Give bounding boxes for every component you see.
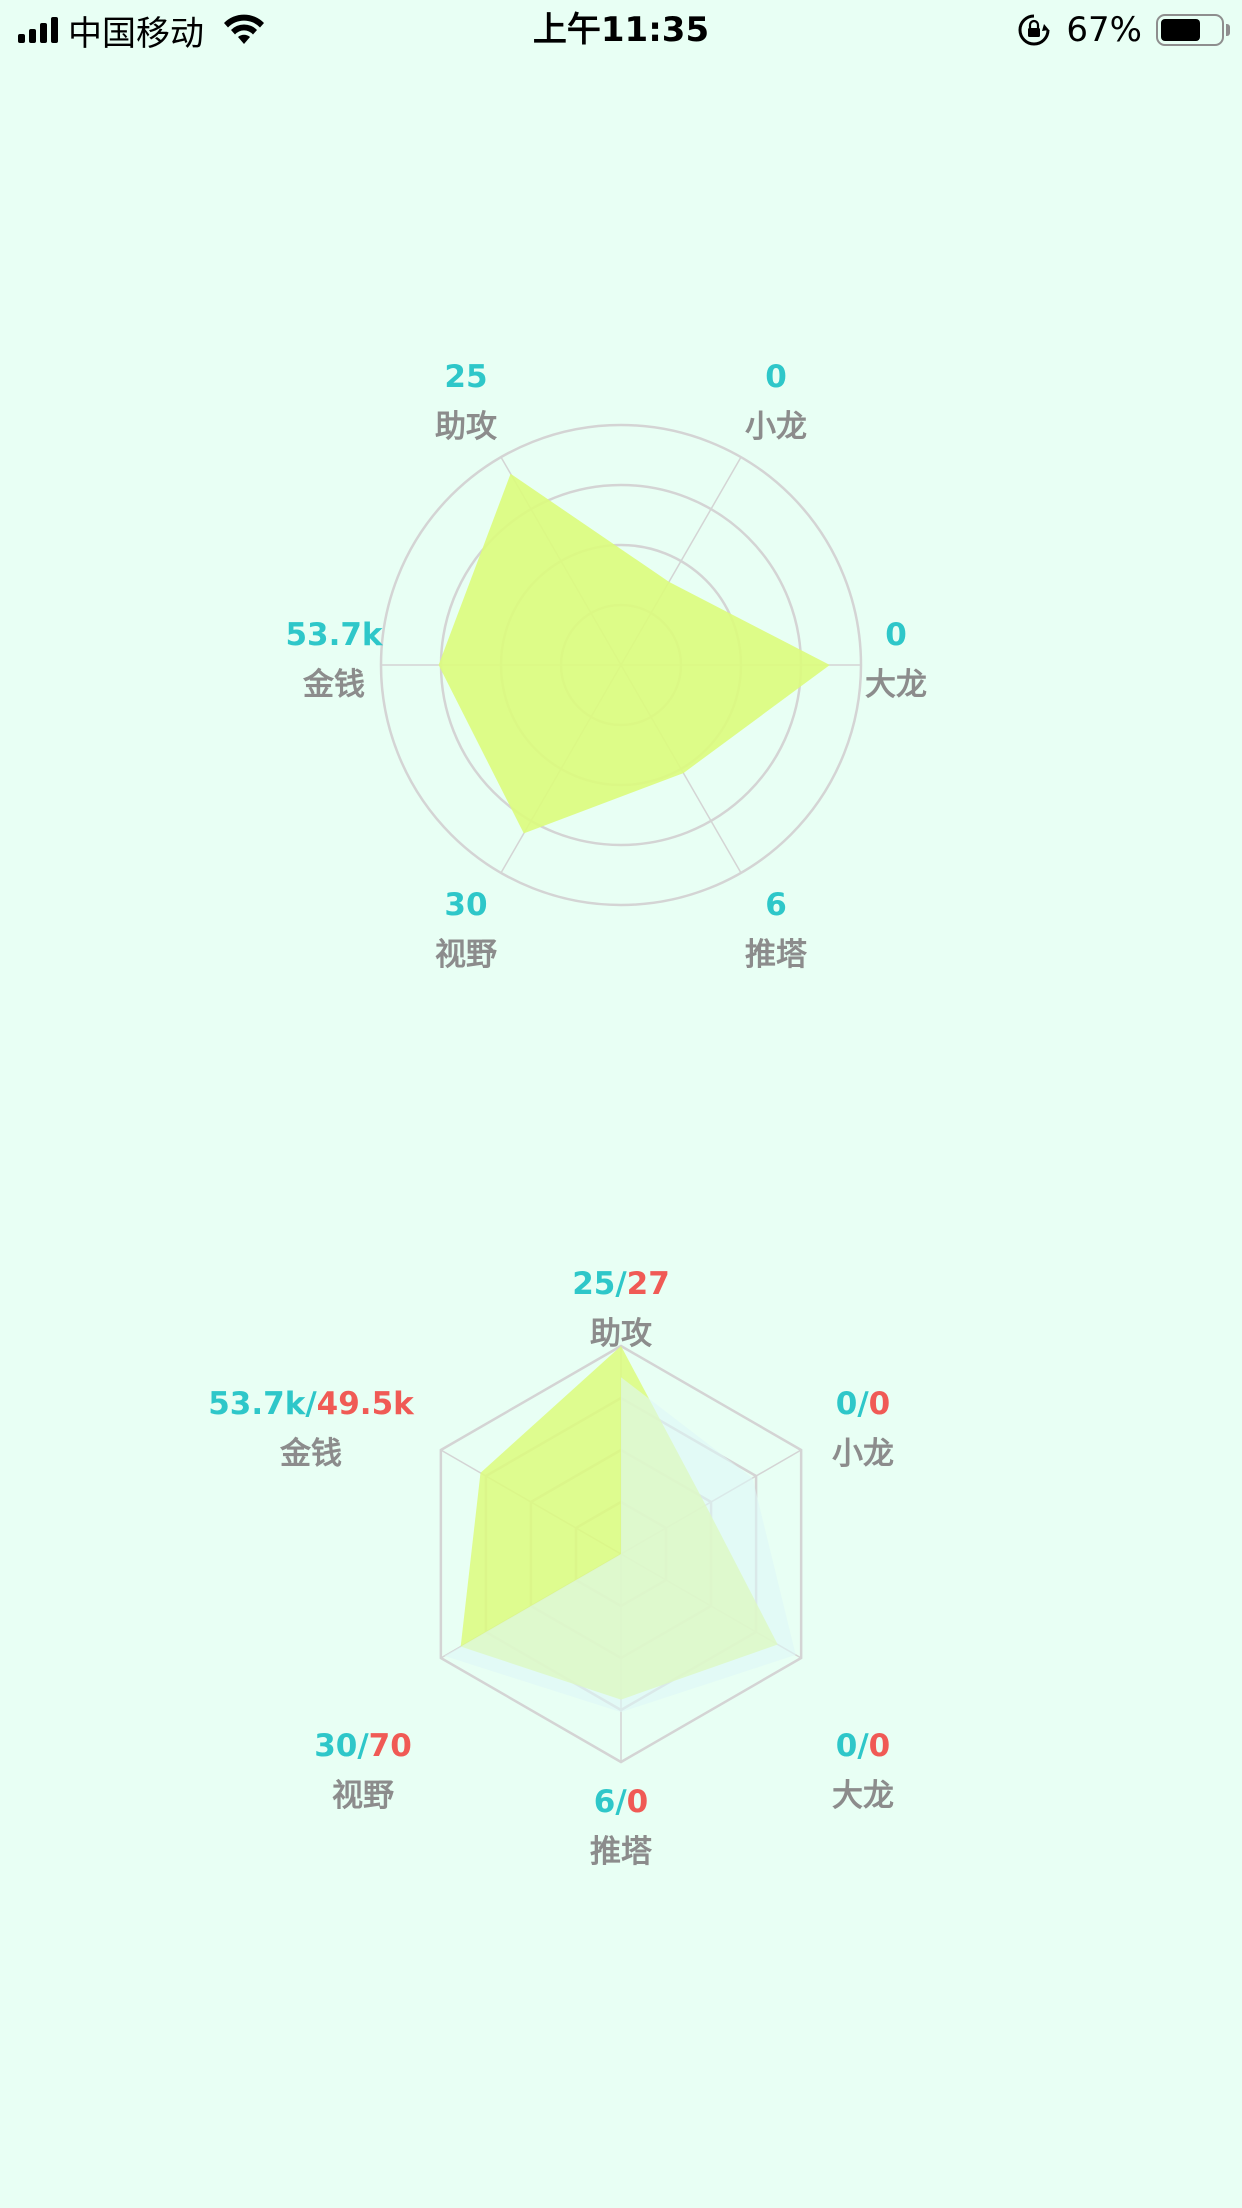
radar-chart-1-series	[438, 473, 830, 834]
value-label: 53.7k/49.5k	[208, 1386, 415, 1422]
status-right: 67%	[1016, 8, 1230, 52]
value-label-a: 53.7k	[285, 617, 383, 653]
indicator-label: 视野	[332, 1778, 394, 1814]
value-label-b: 0	[627, 1784, 649, 1820]
value-label: 25	[444, 359, 487, 395]
indicator-label: 视野	[435, 937, 497, 973]
radar-chart-1: 25 助攻 0 小龙 0 大龙 6 推塔 30 视野 53.7k 金钱	[285, 359, 927, 973]
value-separator: /	[857, 1728, 869, 1764]
value-label-b: 49.5k	[317, 1386, 415, 1422]
value-label: 25/27	[572, 1266, 670, 1302]
value-label-a: 25	[444, 359, 487, 395]
rotation-lock-icon	[1018, 14, 1050, 46]
radar-series-area-1	[438, 473, 830, 834]
value-label-b: 70	[369, 1728, 412, 1764]
indicator-label: 小龙	[745, 409, 807, 445]
signal-icon	[18, 17, 58, 43]
value-label-a: 0	[836, 1728, 858, 1764]
value-label: 53.7k	[285, 617, 383, 653]
radar-chart-1-labels: 25 助攻 0 小龙 0 大龙 6 推塔 30 视野 53.7k 金钱	[285, 359, 927, 973]
status-bar: 中国移动 上午11:35 67%	[0, 0, 1242, 62]
value-label: 0/0	[836, 1728, 890, 1764]
value-label: 6	[765, 887, 787, 923]
indicator-label: 金钱	[302, 667, 365, 703]
value-label-b: 0	[869, 1728, 891, 1764]
value-separator: /	[357, 1728, 369, 1764]
value-separator: /	[615, 1784, 627, 1820]
battery-cap	[1226, 24, 1230, 36]
indicator-label: 金钱	[279, 1436, 342, 1472]
indicator-label: 助攻	[435, 409, 498, 445]
value-label: 6/0	[594, 1784, 648, 1820]
carrier-name: 中国移动	[68, 13, 204, 54]
battery-body	[1156, 14, 1224, 46]
value-label-a: 6	[765, 887, 787, 923]
value-label: 30/70	[314, 1728, 412, 1764]
value-label: 0/0	[836, 1386, 890, 1422]
battery-percent: 67%	[1066, 10, 1142, 50]
value-label-a: 30	[314, 1728, 357, 1764]
radar-chart-2: 25/27助攻0/0小龙0/0大龙6/0推塔30/70视野53.7k/49.5k…	[208, 1266, 894, 1870]
radar-chart-2-labels: 25/27助攻0/0小龙0/0大龙6/0推塔30/70视野53.7k/49.5k…	[208, 1266, 894, 1870]
value-label: 0	[885, 617, 907, 653]
indicator-label: 大龙	[865, 667, 927, 703]
indicator-label: 大龙	[832, 1778, 894, 1814]
battery-fill	[1161, 19, 1200, 41]
indicator-label: 推塔	[745, 937, 808, 973]
value-label-a: 0	[836, 1386, 858, 1422]
value-label-a: 0	[885, 617, 907, 653]
indicator-label: 助攻	[590, 1316, 653, 1352]
indicator-label: 推塔	[590, 1834, 653, 1870]
value-label: 0	[765, 359, 787, 395]
wifi-icon	[224, 14, 264, 44]
battery-icon	[1156, 14, 1230, 46]
status-left: 中国移动	[18, 8, 266, 54]
value-separator: /	[305, 1386, 317, 1422]
value-separator: /	[857, 1386, 869, 1422]
value-label: 30	[444, 887, 487, 923]
value-label-a: 30	[444, 887, 487, 923]
value-label-a: 6	[594, 1784, 616, 1820]
status-time: 上午11:35	[532, 10, 710, 50]
value-label-a: 53.7k	[208, 1386, 306, 1422]
value-label-a: 25	[572, 1266, 615, 1302]
indicator-label: 小龙	[832, 1436, 894, 1472]
radar-series-area-2	[444, 1377, 796, 1713]
value-label-a: 0	[765, 359, 787, 395]
value-label-b: 0	[869, 1386, 891, 1422]
value-label-b: 27	[627, 1266, 670, 1302]
value-separator: /	[615, 1266, 627, 1302]
radar-chart-2-series	[444, 1346, 796, 1713]
